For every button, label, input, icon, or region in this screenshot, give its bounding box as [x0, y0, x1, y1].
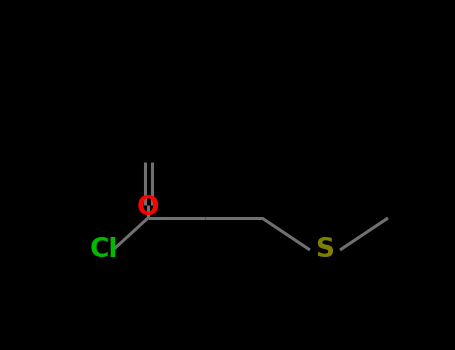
Text: S: S	[315, 237, 334, 263]
Text: Cl: Cl	[90, 237, 118, 263]
Text: O: O	[137, 195, 159, 221]
